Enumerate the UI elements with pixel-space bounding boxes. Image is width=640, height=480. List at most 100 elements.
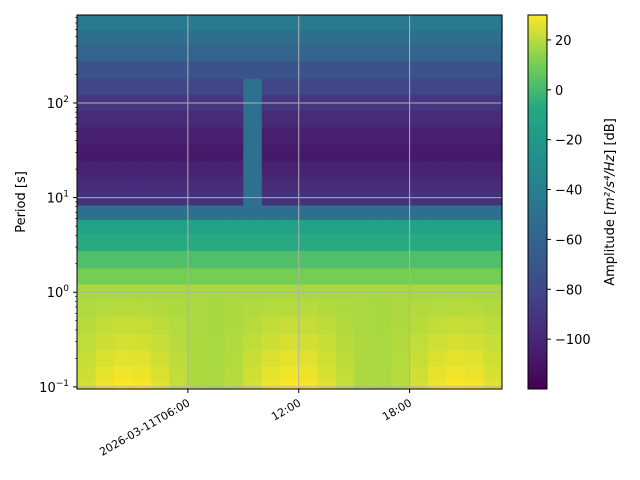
heatmap-cell: [372, 126, 392, 145]
heatmap-cell: [483, 61, 503, 80]
heatmap-cell: [298, 299, 318, 317]
heatmap-cell: [77, 78, 97, 96]
heatmap-cell: [465, 78, 485, 96]
heatmap-cell: [150, 315, 170, 335]
heatmap-cell: [95, 126, 115, 145]
heatmap-cell: [113, 176, 134, 192]
heatmap-cell: [428, 160, 448, 178]
heatmap-cell: [391, 61, 411, 80]
heatmap-cell: [354, 219, 374, 235]
heatmap-cell: [428, 15, 448, 31]
heatmap-cell: [77, 219, 97, 235]
heatmap-cell: [113, 61, 134, 80]
heatmap-cell: [187, 176, 207, 192]
heatmap-cell: [317, 233, 337, 251]
heatmap-cell: [372, 61, 392, 80]
heatmap-cell: [391, 160, 411, 178]
heatmap-cell: [169, 44, 189, 62]
heatmap-cell: [77, 315, 97, 335]
heatmap-cell: [428, 379, 448, 390]
heatmap-cell: [335, 299, 355, 317]
colorbar-tick-label: 0: [555, 84, 563, 99]
heatmap-cell: [187, 144, 207, 162]
heatmap-cell: [465, 61, 485, 80]
heatmap-cell: [187, 78, 207, 96]
heatmap-cell: [391, 365, 411, 381]
heatmap-cell: [446, 176, 466, 192]
heatmap-cell: [95, 110, 115, 128]
heatmap-cell: [187, 250, 207, 269]
heatmap-cell: [428, 350, 448, 367]
heatmap-cell: [409, 110, 429, 128]
heatmap-cell: [150, 299, 170, 317]
heatmap-cell: [243, 315, 263, 335]
heatmap-cell: [354, 333, 374, 351]
heatmap-cell: [465, 350, 485, 367]
heatmap-cell: [206, 29, 226, 45]
heatmap-cell: [391, 78, 411, 96]
heatmap-cell: [354, 61, 374, 80]
heatmap-cell: [113, 250, 134, 269]
heatmap-cell: [132, 379, 152, 390]
heatmap-cell: [224, 333, 244, 351]
heatmap-cell: [465, 29, 485, 45]
heatmap-cell: [280, 78, 300, 96]
heatmap-cell: [132, 250, 152, 269]
heatmap-cell: [187, 299, 207, 317]
heatmap-cell: [409, 190, 429, 206]
heatmap-cell: [372, 78, 392, 96]
heatmap-cell: [446, 299, 466, 317]
heatmap-cell: [243, 44, 263, 62]
heatmap-cell: [132, 204, 152, 220]
y-axis-label: Period [s]: [14, 171, 29, 233]
heatmap-cell: [298, 250, 318, 269]
heatmap-cell: [428, 333, 448, 351]
heatmap-cell: [150, 204, 170, 220]
heatmap-cell: [409, 176, 429, 192]
heatmap-cell: [483, 267, 503, 285]
heatmap-cell: [428, 78, 448, 96]
y-axis: 10−1 100 101 102: [39, 17, 77, 396]
heatmap-cell: [77, 267, 97, 285]
heatmap-cell: [150, 78, 170, 96]
heatmap-cell: [465, 315, 485, 335]
heatmap-cell: [483, 299, 503, 317]
grid-lines: [77, 15, 502, 389]
heatmap-cell: [132, 233, 152, 251]
heatmap-cell: [132, 126, 152, 145]
heatmap-cell: [169, 61, 189, 80]
heatmap-cell: [483, 29, 503, 45]
heatmap-cell: [335, 190, 355, 206]
heatmap-cell: [409, 144, 429, 162]
heatmap-cell: [113, 144, 134, 162]
heatmap-cell: [206, 333, 226, 351]
heatmap-cell: [372, 350, 392, 367]
heatmap-cell: [391, 44, 411, 62]
heatmap-cell: [465, 144, 485, 162]
heatmap-cell: [77, 126, 97, 145]
heatmap-cell: [317, 299, 337, 317]
heatmap-cell: [169, 365, 189, 381]
heatmap-cell: [95, 233, 115, 251]
heatmap-cell: [483, 365, 503, 381]
heatmap-cell: [446, 204, 466, 220]
heatmap-cell: [317, 78, 337, 96]
heatmap-cell: [224, 299, 244, 317]
heatmap-cell: [77, 144, 97, 162]
heatmap-cell: [243, 176, 263, 192]
heatmap-cell: [298, 204, 318, 220]
heatmap-cell: [335, 78, 355, 96]
heatmap-cell: [317, 110, 337, 128]
heatmap-cell: [113, 160, 134, 178]
heatmap-cell: [243, 15, 263, 31]
heatmap-cell: [446, 78, 466, 96]
heatmap-cell: [77, 204, 97, 220]
heatmap-cell: [280, 267, 300, 285]
x-tick-label: 18:00: [380, 396, 414, 423]
heatmap-cell: [224, 190, 244, 206]
heatmap-cell: [261, 61, 281, 80]
heatmap-cell: [298, 44, 318, 62]
heatmap-cell: [187, 15, 207, 31]
heatmap-cell: [298, 15, 318, 31]
heatmap-cell: [354, 160, 374, 178]
